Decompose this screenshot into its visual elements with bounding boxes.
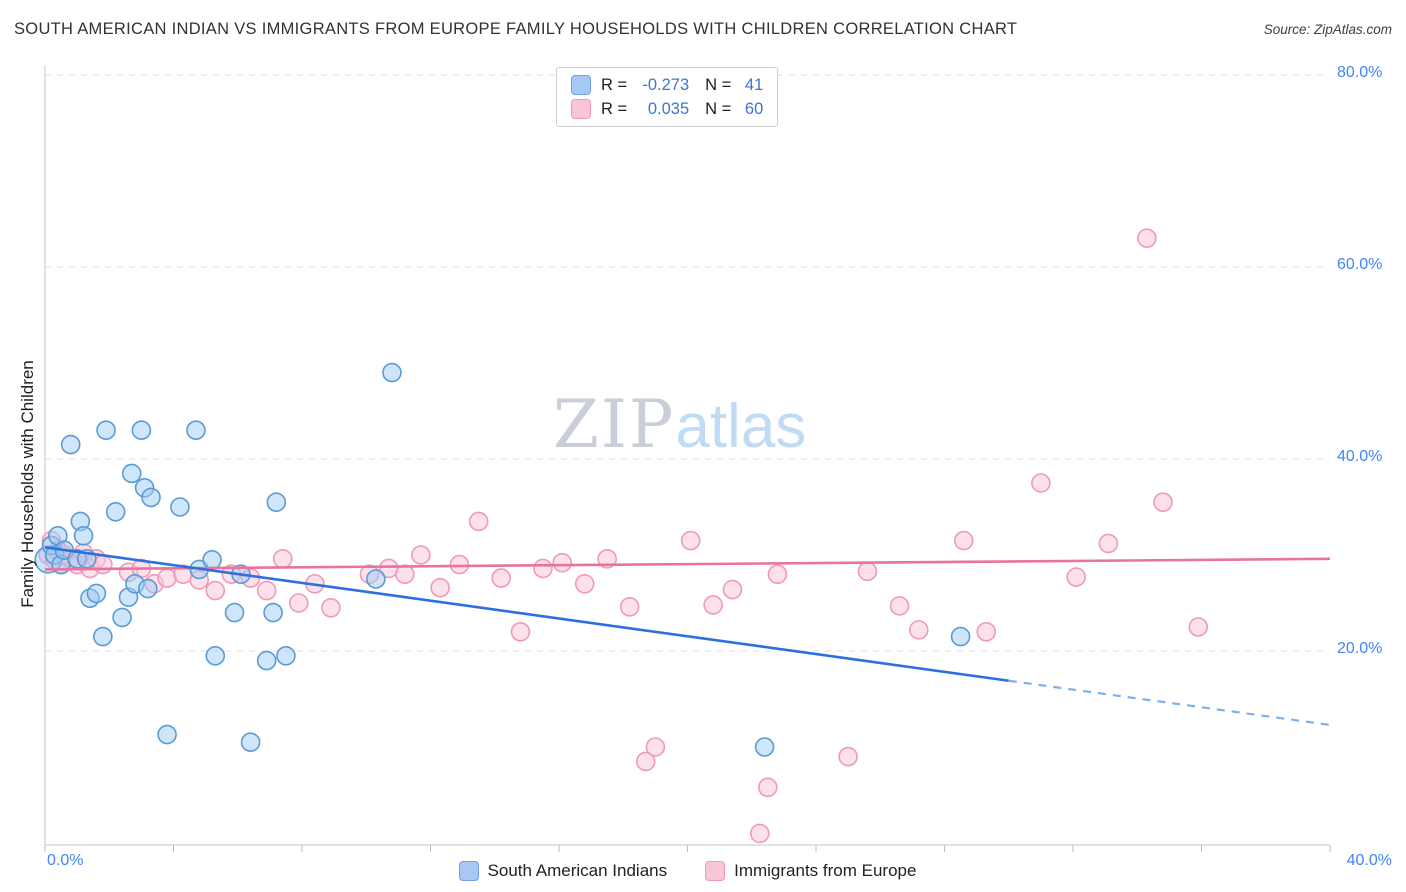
point-immigrants-from-europe [767,564,788,585]
point-south-american-indians [93,626,113,647]
point-south-american-indians [950,626,971,647]
chart-legend: South American Indians Immigrants from E… [45,861,1330,881]
point-immigrants-from-europe [703,595,724,615]
r-label: R = [601,75,628,94]
legend-label: South American Indians [487,861,668,880]
point-immigrants-from-europe [597,549,617,569]
source-label: Source: ZipAtlas.com [1263,22,1392,37]
point-immigrants-from-europe [680,530,701,551]
legend-item-immigrants-from-europe: Immigrants from Europe [705,861,916,881]
point-south-american-indians [105,501,126,522]
trend-line-blue [44,546,1009,683]
point-immigrants-from-europe [272,549,293,569]
legend-label: Immigrants from Europe [734,861,917,880]
point-immigrants-from-europe [491,568,511,588]
point-immigrants-from-europe [552,552,573,573]
point-south-american-indians [73,525,94,546]
point-south-american-indians [86,583,107,604]
point-immigrants-from-europe [1153,492,1173,513]
point-south-american-indians [121,463,142,484]
point-immigrants-from-europe [1066,567,1087,587]
point-immigrants-from-europe [889,596,910,616]
point-south-american-indians [382,362,402,383]
point-immigrants-from-europe [394,564,415,585]
correlation-stats-legend: R = -0.273 N = 41 R = 0.035 N = 60 [556,67,779,127]
point-immigrants-from-europe [976,621,997,642]
point-immigrants-from-europe [722,579,743,600]
point-immigrants-from-europe [411,545,431,565]
r-label: R = [601,99,628,118]
n-value: 41 [744,75,764,94]
trend-line-pink [44,557,1331,571]
r-value: 0.035 [647,99,690,118]
page-title: SOUTH AMERICAN INDIAN VS IMMIGRANTS FROM… [14,20,1018,38]
point-immigrants-from-europe [838,746,858,767]
point-immigrants-from-europe [449,554,470,575]
point-immigrants-from-europe [321,597,341,618]
point-immigrants-from-europe [645,737,666,757]
point-south-american-indians [131,420,152,441]
point-south-american-indians [112,607,132,628]
point-south-american-indians [96,420,116,441]
watermark-atlas: atlas [675,392,807,461]
point-south-american-indians [754,737,775,757]
watermark: ZIPatlas [553,386,806,463]
pink-series-swatch [571,99,591,119]
point-immigrants-from-europe [758,777,778,798]
point-immigrants-from-europe [157,568,177,588]
blue-legend-swatch [458,861,479,881]
point-south-american-indians [157,724,177,745]
point-south-american-indians [276,645,296,666]
point-immigrants-from-europe [205,580,226,601]
point-south-american-indians [366,569,386,589]
point-south-american-indians [256,650,277,671]
point-immigrants-from-europe [953,530,974,551]
trend-line-extension [1008,679,1331,727]
point-immigrants-from-europe [533,558,553,579]
point-immigrants-from-europe [288,593,309,613]
point-immigrants-from-europe [510,621,531,642]
stats-row-europe: R = 0.035 N = 60 [571,99,763,119]
point-immigrants-from-europe [749,823,770,844]
point-south-american-indians [205,645,226,666]
point-south-american-indians [186,420,206,441]
point-immigrants-from-europe [635,751,656,772]
point-immigrants-from-europe [430,577,450,598]
point-immigrants-from-europe [1137,228,1157,248]
point-immigrants-from-europe [619,597,640,617]
point-south-american-indians [263,602,283,623]
point-south-american-indians [170,497,190,517]
r-value: -0.273 [642,75,690,94]
point-immigrants-from-europe [256,580,277,601]
point-immigrants-from-europe [574,573,595,594]
point-immigrants-from-europe [468,511,489,532]
x-axis-min-label: 0.0% [47,852,84,869]
legend-item-south-american-indians: South American Indians [458,861,668,881]
point-south-american-indians [60,434,81,455]
n-value: 60 [744,99,764,118]
point-south-american-indians [138,578,158,599]
point-immigrants-from-europe [1188,617,1209,637]
point-south-american-indians [202,549,222,570]
x-axis-max-label: 40.0% [1346,852,1392,869]
point-south-american-indians [141,487,161,508]
watermark-zip: ZIP [553,386,676,463]
n-label: N = [705,75,732,94]
pink-legend-swatch [705,861,726,881]
stats-row-south-american: R = -0.273 N = 41 [571,75,763,95]
point-south-american-indians [266,492,287,513]
point-immigrants-from-europe [857,561,878,582]
point-immigrants-from-europe [908,620,929,640]
point-south-american-indians [240,732,261,753]
point-immigrants-from-europe [1031,473,1051,493]
n-label: N = [705,99,732,118]
point-immigrants-from-europe [1098,533,1119,554]
y-axis-title: Family Households with Children [18,360,37,608]
point-south-american-indians [224,602,245,623]
blue-series-swatch [571,75,591,95]
